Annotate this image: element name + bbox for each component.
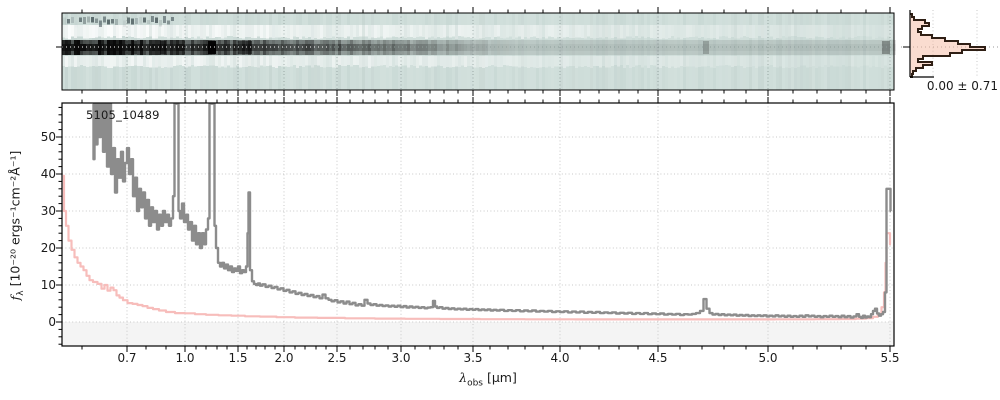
residual-histogram-panel — [901, 10, 998, 78]
x-tick-label: 5.5 — [880, 351, 900, 365]
x-tick-label: 5.0 — [758, 351, 778, 365]
spectrum-2d-speckle — [95, 18, 98, 24]
source-id-label: 5105_10489 — [86, 108, 160, 122]
spectrum-2d-speckle — [159, 20, 162, 27]
spectrum-2d-speckle — [91, 16, 94, 23]
spectrum-2d-speckle — [107, 19, 110, 25]
spectrum-2d-speckle — [119, 18, 122, 25]
y-tick-label: 10 — [40, 278, 56, 292]
x-tick-label: 1.0 — [175, 351, 195, 365]
y-tick-label: 30 — [40, 204, 56, 218]
y-tick-label: 0 — [48, 315, 56, 329]
spectrum-2d-speckle — [151, 16, 154, 22]
spectrum-2d-speckle — [127, 17, 130, 24]
spectrum-2d-speckle — [63, 17, 66, 25]
y-tick-label: 40 — [40, 167, 56, 181]
uncertainty-1sigma-line — [62, 174, 892, 321]
histogram-steps — [910, 13, 986, 78]
spectrum-2d-speckle — [71, 17, 74, 24]
residual-stats-label: 0.00 ± 0.71 — [926, 79, 998, 93]
spectrum-2d-speckle — [103, 16, 106, 23]
spectrum-1d-panel — [61, 102, 895, 347]
spectrum-2d-speckle — [167, 20, 170, 25]
spectrum-2d-speckle — [143, 17, 146, 23]
x-axis-label-symbol: λ — [459, 370, 468, 385]
x-tick-label: 2.0 — [274, 351, 294, 365]
spectrum-2d-speckle — [99, 20, 102, 28]
spectrum-2d-trace-blob — [208, 41, 216, 54]
spectrum-2d-speckle — [87, 16, 90, 23]
spectrum-2d-speckle — [111, 18, 114, 24]
spectrum-2d-speckle — [115, 19, 118, 25]
spectrum-2d-speckle — [123, 20, 126, 27]
spectrum-2d-speckle — [75, 21, 78, 28]
spectrum-2d-ticks — [56, 7, 891, 96]
x-axis-label-units: [μm] — [483, 370, 517, 385]
spectrum-2d-speckle — [155, 17, 158, 24]
spectrum-2d-speckle — [83, 17, 86, 24]
spectrum-1d-border — [61, 102, 895, 347]
spectrum-2d-speckle — [171, 16, 174, 22]
x-tick-label: 1.5 — [228, 351, 248, 365]
x-axis-label-subscript: obs — [467, 378, 483, 389]
x-tick-label: 4.0 — [550, 351, 570, 365]
x-tick-label: 2.5 — [327, 351, 347, 365]
y-tick-label: 20 — [40, 241, 56, 255]
spectrum-2d-speckle — [67, 18, 70, 24]
x-tick-label: 3.5 — [463, 351, 483, 365]
spectrum-2d-speckle — [79, 17, 82, 22]
spectrum-2d-speckle — [131, 18, 134, 25]
y-axis-label-symbol: f — [7, 295, 23, 301]
spectrum-2d-trace-blob — [246, 41, 252, 54]
spectrum-2d-speckle — [163, 16, 166, 23]
x-tick-label: 3.0 — [391, 351, 411, 365]
x-tick-label: 4.5 — [648, 351, 668, 365]
x-tick-label: 0.7 — [117, 351, 137, 365]
spectrum-2d-speckle — [135, 18, 138, 25]
spectrum-2d-panel — [61, 12, 897, 91]
spectrum-2d-speckle — [139, 16, 142, 24]
spectrum-2d-speckle — [147, 19, 150, 24]
below-zero-band — [62, 322, 894, 346]
observed-1d-spectrum-line — [92, 103, 892, 320]
y-tick-label: 50 — [40, 130, 56, 144]
spectrum-2d-border — [61, 12, 895, 91]
spectrum-1d-ticks — [56, 97, 891, 352]
x-axis-label: λobs [μm] — [428, 370, 548, 389]
